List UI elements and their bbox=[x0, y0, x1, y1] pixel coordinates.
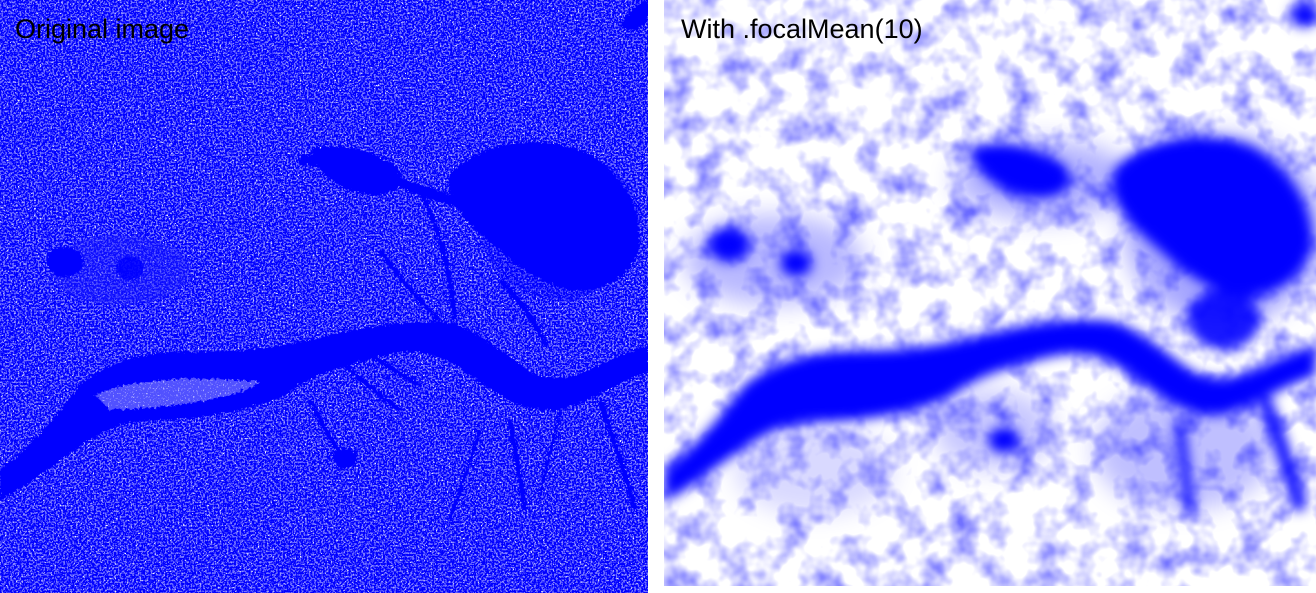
focalmean-image-panel: With .focalMean(10) bbox=[664, 0, 1316, 586]
original-water-mask-image bbox=[0, 0, 648, 593]
original-image-panel: Original image bbox=[0, 0, 648, 593]
focalmean-water-mask-image bbox=[664, 0, 1316, 586]
focalmean-image-caption: With .focalMean(10) bbox=[681, 14, 923, 44]
original-image-caption: Original image bbox=[15, 14, 190, 44]
